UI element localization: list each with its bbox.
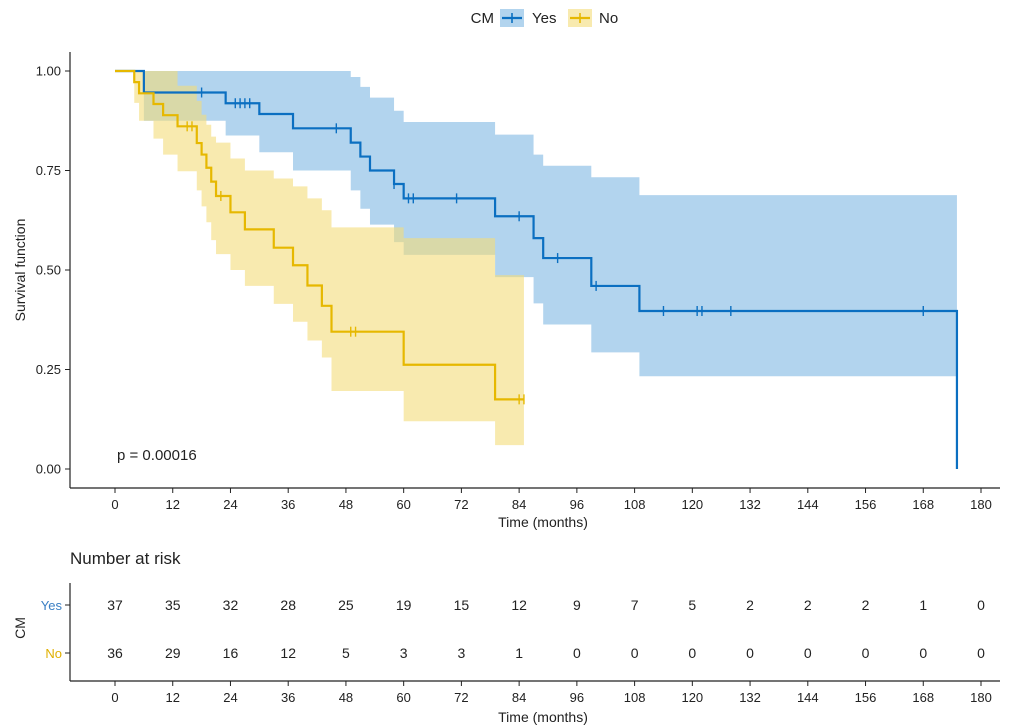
x-tick-label: 12 bbox=[165, 497, 179, 512]
risk-count-no: 0 bbox=[862, 645, 870, 661]
risk-x-tick-label: 180 bbox=[970, 690, 992, 705]
risk-x-tick-label: 168 bbox=[912, 690, 934, 705]
risk-x-tick-label: 60 bbox=[396, 690, 410, 705]
risk-count-yes: 35 bbox=[165, 597, 181, 613]
risk-count-no: 0 bbox=[804, 645, 812, 661]
risk-count-no: 0 bbox=[631, 645, 639, 661]
x-tick-label: 96 bbox=[570, 497, 584, 512]
legend-key-yes bbox=[500, 9, 524, 27]
survival-curve-yes bbox=[115, 69, 959, 469]
risk-x-tick-label: 120 bbox=[681, 690, 703, 705]
risk-count-yes: 2 bbox=[862, 597, 870, 613]
x-axis-title: Time (months) bbox=[498, 514, 588, 530]
legend-title: CM bbox=[471, 10, 494, 27]
risk-count-yes: 2 bbox=[804, 597, 812, 613]
y-tick-label: 0.75 bbox=[36, 163, 61, 178]
y-tick-label: 0.00 bbox=[36, 462, 61, 477]
x-tick-label: 0 bbox=[111, 497, 118, 512]
censor-marks bbox=[186, 87, 924, 405]
x-tick-label: 84 bbox=[512, 497, 526, 512]
x-tick-label: 36 bbox=[281, 497, 295, 512]
risk-table-title: Number at risk bbox=[70, 549, 181, 568]
p-value-annotation: p = 0.00016 bbox=[117, 447, 197, 464]
x-tick-label: 168 bbox=[912, 497, 934, 512]
confidence-band-no bbox=[115, 71, 524, 446]
x-tick-label: 180 bbox=[970, 497, 992, 512]
x-tick-label: 48 bbox=[339, 497, 353, 512]
risk-table-y-title: CM bbox=[12, 617, 28, 639]
x-tick-label: 72 bbox=[454, 497, 468, 512]
risk-count-no: 1 bbox=[515, 645, 523, 661]
risk-x-tick-label: 48 bbox=[339, 690, 353, 705]
risk-count-yes: 7 bbox=[631, 597, 639, 613]
risk-count-no: 0 bbox=[573, 645, 581, 661]
risk-count-no: 3 bbox=[458, 645, 466, 661]
risk-row-labels: Yes No bbox=[41, 598, 63, 661]
plot-area bbox=[115, 69, 959, 469]
risk-count-no: 29 bbox=[165, 645, 181, 661]
y-tick-label: 0.50 bbox=[36, 263, 61, 278]
risk-count-no: 0 bbox=[746, 645, 754, 661]
risk-count-yes: 5 bbox=[688, 597, 696, 613]
survival-curve-no bbox=[115, 69, 524, 401]
risk-x-tick-label: 132 bbox=[739, 690, 761, 705]
risk-count-yes: 0 bbox=[977, 597, 985, 613]
x-tick-label: 60 bbox=[396, 497, 410, 512]
risk-count-yes: 15 bbox=[454, 597, 470, 613]
legend: CM Yes No bbox=[471, 9, 618, 27]
x-tick-label: 156 bbox=[855, 497, 877, 512]
y-axis: 0.00 0.25 0.50 0.75 1.00 bbox=[36, 52, 71, 488]
y-tick-label: 0.25 bbox=[36, 362, 61, 377]
y-axis-title: Survival function bbox=[12, 219, 28, 322]
x-axis: 0 12 24 36 48 60 72 84 96 108 120 132 144 156 168 180 bbox=[70, 487, 1000, 512]
risk-count-no: 36 bbox=[107, 645, 123, 661]
risk-row-label-no: No bbox=[45, 646, 62, 661]
x-tick-label: 108 bbox=[624, 497, 646, 512]
risk-x-tick-label: 156 bbox=[855, 690, 877, 705]
confidence-band-yes bbox=[115, 71, 957, 377]
risk-count-yes: 25 bbox=[338, 597, 354, 613]
risk-x-axis-title: Time (months) bbox=[498, 709, 588, 725]
survival-curves bbox=[115, 69, 959, 469]
risk-x-tick-label: 12 bbox=[165, 690, 179, 705]
risk-x-tick-label: 72 bbox=[454, 690, 468, 705]
legend-label-yes: Yes bbox=[532, 10, 556, 27]
risk-x-tick-label: 96 bbox=[570, 690, 584, 705]
x-tick-label: 144 bbox=[797, 497, 819, 512]
risk-x-tick-label: 108 bbox=[624, 690, 646, 705]
risk-axes: 0 12 24 36 48 60 72 84 96 108 120 132 144 156 168 180 bbox=[65, 583, 1000, 705]
risk-count-yes: 32 bbox=[223, 597, 239, 613]
risk-x-tick-label: 36 bbox=[281, 690, 295, 705]
risk-count-no: 3 bbox=[400, 645, 408, 661]
x-tick-label: 24 bbox=[223, 497, 237, 512]
legend-label-no: No bbox=[599, 10, 618, 27]
risk-x-tick-label: 0 bbox=[111, 690, 118, 705]
risk-count-no: 0 bbox=[688, 645, 696, 661]
risk-count-no: 0 bbox=[919, 645, 927, 661]
y-tick-label: 1.00 bbox=[36, 64, 61, 79]
x-tick-label: 132 bbox=[739, 497, 761, 512]
risk-count-yes: 9 bbox=[573, 597, 581, 613]
risk-count-no: 12 bbox=[280, 645, 296, 661]
risk-x-tick-label: 144 bbox=[797, 690, 819, 705]
confidence-bands bbox=[115, 71, 957, 446]
risk-x-tick-label: 84 bbox=[512, 690, 526, 705]
risk-row-label-yes: Yes bbox=[41, 598, 63, 613]
risk-count-yes: 28 bbox=[280, 597, 296, 613]
risk-count-yes: 1 bbox=[919, 597, 927, 613]
risk-count-no: 5 bbox=[342, 645, 350, 661]
risk-x-tick-label: 24 bbox=[223, 690, 237, 705]
risk-count-no: 0 bbox=[977, 645, 985, 661]
x-tick-label: 120 bbox=[681, 497, 703, 512]
risk-counts: 37 35 32 28 25 19 15 12 9 7 5 2 2 2 1 0 36 29 16 12 5 3 3 1 0 0 0 0… bbox=[107, 597, 985, 661]
risk-count-yes: 12 bbox=[511, 597, 527, 613]
risk-count-yes: 2 bbox=[746, 597, 754, 613]
legend-key-no bbox=[568, 9, 592, 27]
risk-count-no: 16 bbox=[223, 645, 239, 661]
risk-count-yes: 19 bbox=[396, 597, 412, 613]
risk-count-yes: 37 bbox=[107, 597, 123, 613]
